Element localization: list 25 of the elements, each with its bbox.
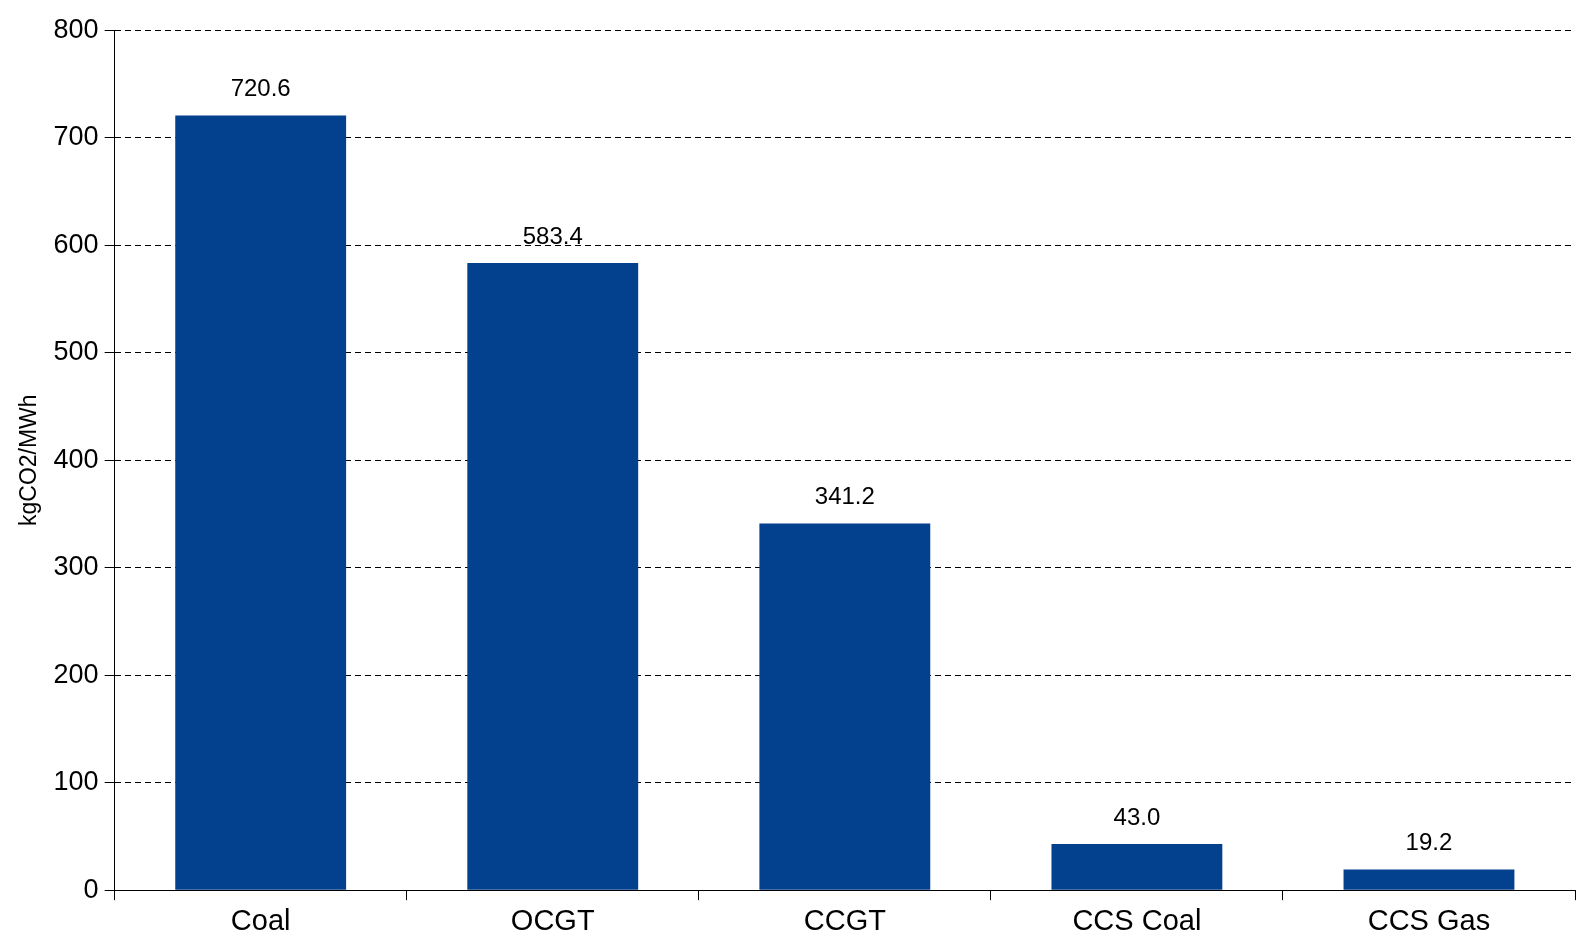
data-label: 341.2: [814, 482, 875, 510]
y-tick-label: 800: [53, 13, 99, 44]
data-label: 583.4: [522, 221, 583, 249]
y-tick-label: 300: [53, 551, 99, 582]
data-label: 43.0: [1113, 802, 1161, 830]
x-tick-label: CCS Gas: [1367, 903, 1491, 936]
bar: [175, 115, 347, 890]
y-tick-label: 400: [53, 443, 99, 474]
y-tick-label: 500: [53, 336, 99, 367]
y-tick-label: 700: [53, 121, 99, 152]
y-tick-label: 0: [83, 873, 99, 904]
x-tick-label: CCGT: [803, 903, 887, 936]
x-tick-label: OCGT: [510, 903, 595, 936]
bar: [759, 523, 931, 890]
y-tick-label: 200: [53, 658, 99, 689]
y-axis-title: kgCO2/MWh: [15, 394, 42, 527]
y-tick-label: 600: [53, 228, 99, 259]
data-label: 720.6: [230, 74, 291, 102]
data-label: 19.2: [1405, 828, 1453, 856]
y-tick-label: 100: [53, 766, 99, 797]
x-tick-label: Coal: [230, 903, 291, 936]
bar: [1051, 843, 1223, 890]
bar: [1343, 869, 1515, 890]
x-tick-label: CCS Coal: [1072, 903, 1202, 936]
bar: [467, 263, 639, 890]
